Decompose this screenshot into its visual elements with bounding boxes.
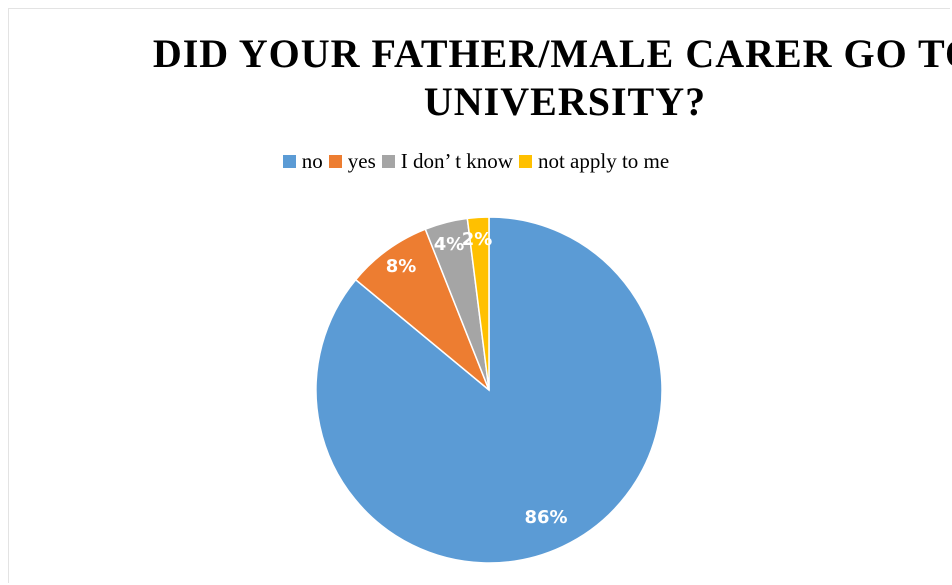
legend-swatch-no [282,155,296,168]
pie-data-label: 86% [524,507,567,528]
legend-label-not-apply: not apply to me [537,149,670,173]
chart-legend: no yes I don’ t know not apply to me [0,149,952,174]
pie-data-label: 2% [462,229,493,250]
pie-data-label: 4% [434,234,465,255]
legend-item-dont-know: I don’ t know [381,149,513,174]
pie-slices [315,216,663,564]
legend-label-no: no [301,149,323,173]
pie-data-label: 8% [386,256,417,277]
pie-slice-not-apply-to-me [466,216,490,391]
legend-label-yes: yes [347,149,376,173]
legend-label-dont-know: I don’ t know [400,149,513,173]
legend-swatch-dont-know [381,155,395,168]
pie-data-labels: 86% 8% 4%2% [386,229,568,528]
legend-swatch-not-apply [518,155,532,168]
legend-item-not-apply: not apply to me [518,149,670,174]
legend-item-no: no [282,149,323,174]
chart-frame [8,8,950,583]
legend-swatch-yes [328,155,342,168]
legend-item-yes: yes [328,149,376,174]
chart-title: DID YOUR FATHER/MALE CARER GO TO UNIVERS… [152,31,952,124]
